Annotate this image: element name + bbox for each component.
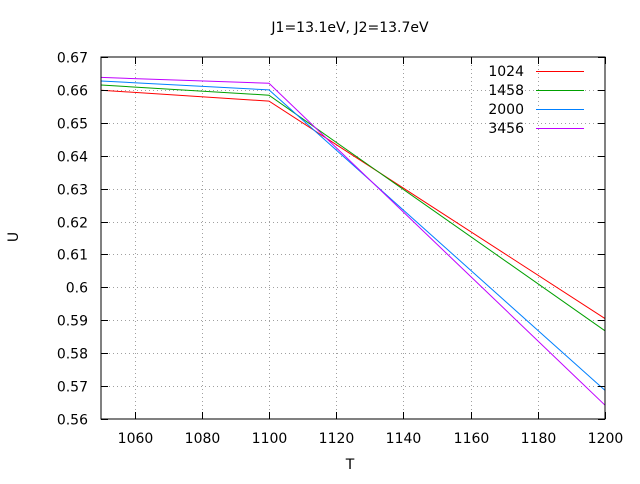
series-line-1458 <box>100 84 606 332</box>
x-tick-label: 1200 <box>588 431 624 447</box>
series-group <box>100 76 606 406</box>
x-tick-label: 1180 <box>521 431 557 447</box>
legend-label-3456: 3456 <box>488 121 524 137</box>
y-tick-label: 0.56 <box>57 413 88 429</box>
y-tick-label: 0.59 <box>57 314 88 330</box>
x-axis-label: T <box>345 457 355 473</box>
y-tick-label: 0.58 <box>57 347 88 363</box>
y-tick-label: 0.6 <box>66 281 88 297</box>
y-tick-label: 0.64 <box>57 150 88 166</box>
x-tick-label: 1080 <box>185 431 221 447</box>
x-tick-label: 1160 <box>454 431 490 447</box>
x-tick-label: 1060 <box>118 431 154 447</box>
legend-label-2000: 2000 <box>488 102 524 118</box>
grid <box>101 57 605 419</box>
ticks: 0.56 0.57 0.58 0.59 0.6 0.61 0.62 0.63 0.64 0.65 0… <box>57 51 623 448</box>
series-line-1024 <box>100 89 606 320</box>
y-tick-label: 0.67 <box>57 51 88 67</box>
y-tick-label: 0.61 <box>57 248 88 264</box>
y-tick-label: 0.62 <box>57 216 88 232</box>
y-axis-label: U <box>6 232 22 242</box>
plot-frame <box>100 56 606 420</box>
legend-label-1024: 1024 <box>488 64 524 80</box>
chart-title: J1=13.1eV, J2=13.7eV <box>270 20 429 36</box>
y-tick-label: 0.66 <box>57 84 88 100</box>
y-tick-label: 0.65 <box>57 117 88 133</box>
y-tick-label: 0.57 <box>57 380 88 396</box>
legend-label-1458: 1458 <box>488 83 524 99</box>
x-tick-label: 1120 <box>319 431 355 447</box>
series-line-3456 <box>100 76 606 406</box>
y-tick-label: 0.63 <box>57 183 88 199</box>
x-tick-label: 1140 <box>386 431 422 447</box>
series-line-2000 <box>100 80 606 391</box>
legend: 1024 1458 2000 3456 <box>488 64 584 137</box>
x-tick-label: 1100 <box>252 431 288 447</box>
